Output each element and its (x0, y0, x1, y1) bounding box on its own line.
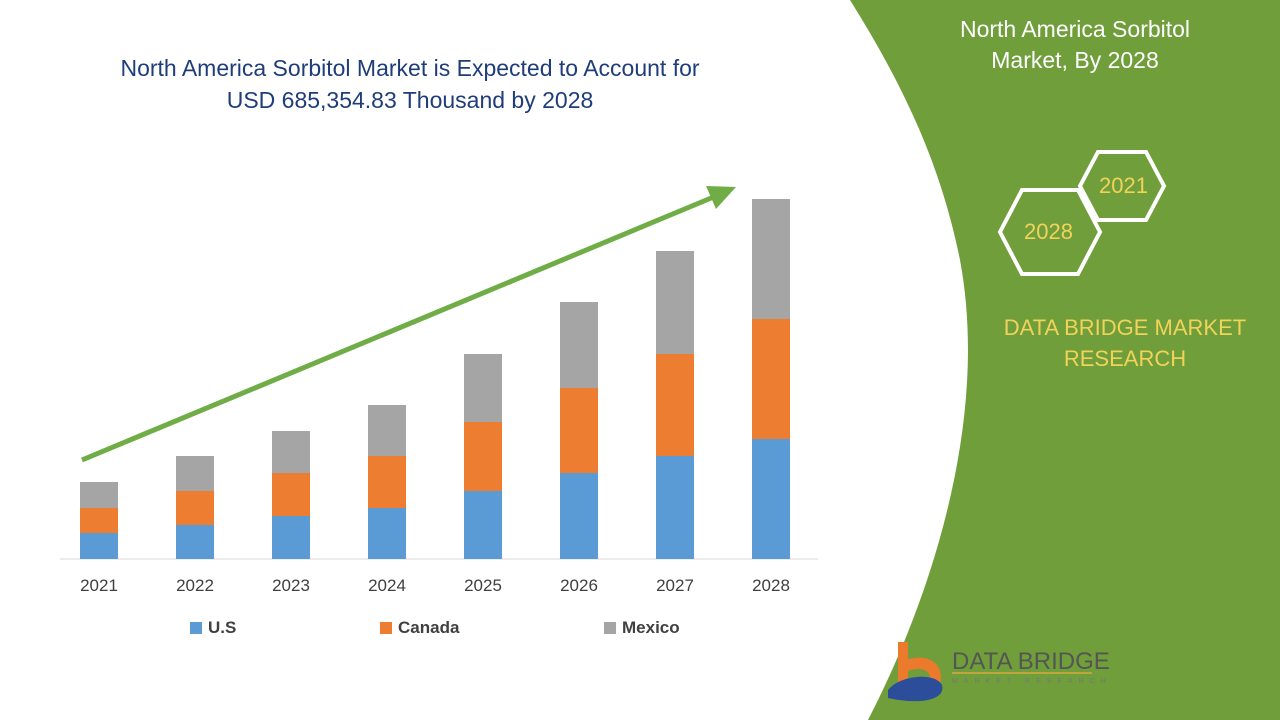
x-tick-label: 2024 (368, 576, 406, 595)
chart-title-line1: North America Sorbitol Market is Expecte… (120, 55, 700, 81)
bar-canada-2028 (752, 319, 790, 439)
brand-text: DATA BRIDGE MARKET RESEARCH (975, 312, 1275, 374)
x-tick-label: 2028 (752, 576, 790, 595)
bar-mexico-2025 (464, 354, 502, 422)
hexagon-2028 (997, 188, 1103, 276)
side-title-line2: Market, By 2028 (991, 47, 1159, 73)
hex-label-2021: 2021 (1099, 173, 1148, 198)
bar-us-2025 (464, 491, 502, 559)
side-panel-title: North America Sorbitol Market, By 2028 (930, 14, 1220, 76)
bar-mexico-2021 (80, 482, 118, 508)
bar-us-2023 (272, 516, 310, 559)
x-tick-label: 2027 (656, 576, 694, 595)
x-tick-label: 2021 (80, 576, 118, 595)
logo-subtext: MARKET RESEARCH (952, 678, 1112, 685)
bar-canada-2025 (464, 422, 502, 491)
logo-icon (888, 642, 1092, 702)
legend-us: U.S (190, 618, 236, 638)
legend-swatch-mexico (604, 622, 616, 634)
bar-canada-2021 (80, 508, 118, 533)
bar-mexico-2022 (176, 456, 214, 491)
logo-text: DATA BRIDGE (952, 648, 1110, 675)
legend-label-canada: Canada (398, 618, 460, 637)
bar-canada-2022 (176, 491, 214, 525)
bar-us-2026 (560, 473, 598, 559)
brand-line2: RESEARCH (1063, 346, 1187, 371)
bar-mexico-2023 (272, 431, 310, 473)
chart-title: North America Sorbitol Market is Expecte… (60, 52, 760, 116)
x-tick-label: 2022 (176, 576, 214, 595)
chart-title-line2: USD 685,354.83 Thousand by 2028 (226, 87, 594, 113)
side-panel-background (850, 0, 1280, 720)
brand-line1: DATA BRIDGE MARKET (1003, 315, 1247, 340)
hexagon-2021 (1077, 150, 1167, 222)
bar-canada-2024 (368, 456, 406, 508)
x-tick-label: 2026 (560, 576, 598, 595)
legend-mexico: Mexico (604, 618, 680, 638)
legend-label-mexico: Mexico (622, 618, 680, 637)
trend-arrow (81, 186, 736, 463)
legend-canada: Canada (380, 618, 459, 638)
x-tick-label: 2023 (272, 576, 310, 595)
bar-mexico-2026 (560, 302, 598, 388)
x-tick-label: 2025 (464, 576, 502, 595)
legend-label-us: U.S (208, 618, 237, 637)
bar-mexico-2028 (752, 199, 790, 319)
bar-us-2024 (368, 508, 406, 559)
bar-mexico-2024 (368, 405, 406, 456)
bar-canada-2023 (272, 473, 310, 516)
bar-us-2021 (80, 533, 118, 559)
bar-canada-2026 (560, 388, 598, 473)
bar-mexico-2027 (656, 251, 694, 354)
hex-label-2028: 2028 (1024, 219, 1073, 244)
bar-us-2022 (176, 525, 214, 559)
side-title-line1: North America Sorbitol (959, 16, 1191, 42)
bar-canada-2027 (656, 354, 694, 456)
bar-us-2028 (752, 439, 790, 559)
legend-swatch-us (190, 622, 202, 634)
legend-swatch-canada (380, 622, 392, 634)
bar-us-2027 (656, 456, 694, 559)
